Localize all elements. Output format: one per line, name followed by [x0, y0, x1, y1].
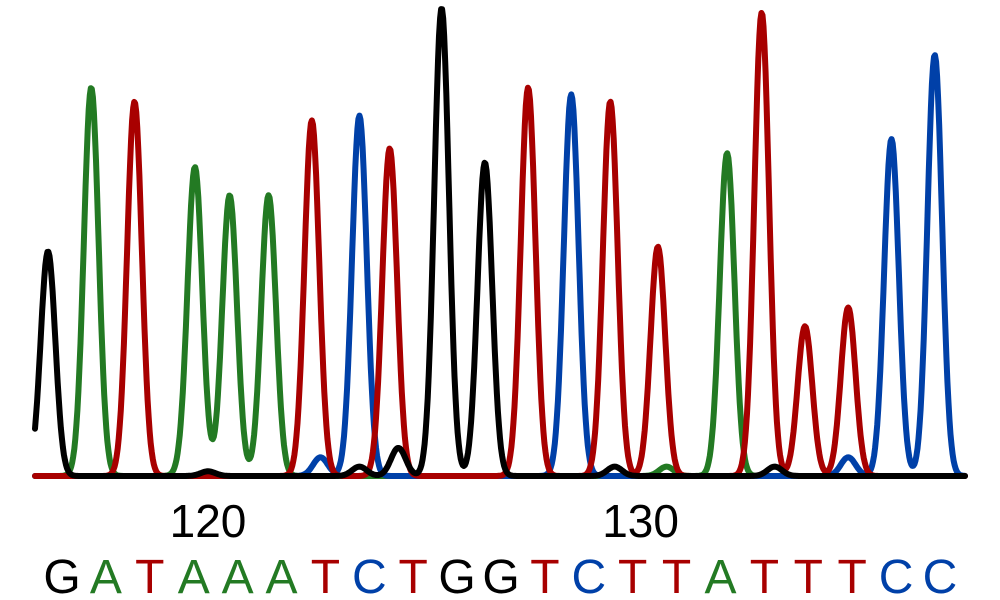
base-call-label: A: [90, 551, 122, 600]
base-call-label: G: [438, 551, 475, 600]
base-call-label: T: [838, 551, 867, 600]
base-call-label: T: [530, 551, 559, 600]
base-call-label: T: [311, 551, 340, 600]
base-call-label: G: [43, 551, 80, 600]
x-tick-labels: 120 130: [170, 495, 679, 547]
base-call-label: T: [618, 551, 647, 600]
base-call-label: A: [178, 551, 210, 600]
base-call-label: C: [879, 551, 914, 600]
base-call-label: T: [662, 551, 691, 600]
base-call-label: T: [135, 551, 164, 600]
base-call-label: A: [222, 551, 254, 600]
trace-group: [32, 6, 968, 479]
base-call-label: C: [923, 551, 958, 600]
base-call-label: T: [794, 551, 823, 600]
base-call-label: G: [482, 551, 519, 600]
base-call-label: C: [352, 551, 387, 600]
base-call-label: A: [704, 551, 736, 600]
base-call-label: C: [571, 551, 606, 600]
base-call-label: T: [399, 551, 428, 600]
x-tick-label: 120: [170, 495, 247, 547]
trace-G: [32, 6, 968, 479]
x-tick-label: 130: [602, 495, 679, 547]
base-call-label: T: [750, 551, 779, 600]
base-call-label: A: [265, 551, 297, 600]
